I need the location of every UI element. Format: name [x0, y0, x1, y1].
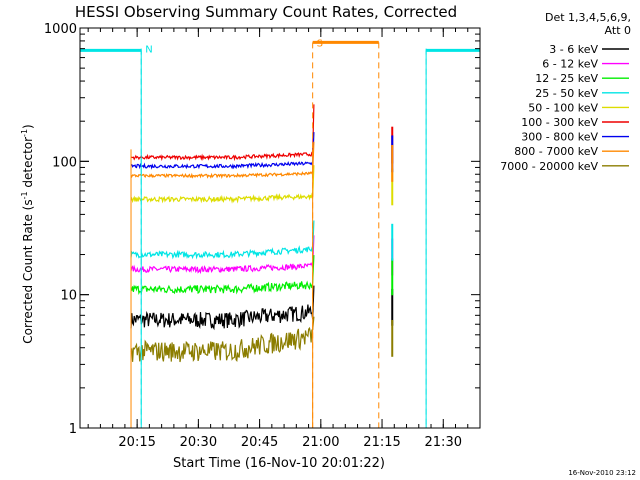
flag-label-0: N	[145, 45, 152, 56]
legend-label-7: 800 - 7000 keV	[514, 145, 598, 158]
legend-label-8: 7000 - 20000 keV	[500, 160, 598, 173]
y-tick-label: 1000	[44, 22, 77, 37]
series-line-5	[130, 104, 315, 162]
series-line-4	[130, 165, 315, 204]
x-tick-label: 21:00	[302, 435, 339, 450]
chart-title: HESSI Observing Summary Count Rates, Cor…	[75, 3, 457, 21]
series-line-3	[130, 220, 315, 260]
legend-label-2: 12 - 25 keV	[535, 72, 598, 85]
plot-area: NS	[80, 38, 480, 428]
x-axis-label: Start Time (16-Nov-10 20:01:22)	[173, 456, 385, 471]
series-line-2	[130, 255, 315, 296]
legend-header-1: Det 1,3,4,5,6,9,	[545, 11, 631, 24]
legend-label-3: 25 - 50 keV	[535, 87, 598, 100]
x-tick-label: 20:15	[118, 435, 155, 450]
legend-label-5: 100 - 300 keV	[521, 116, 598, 129]
plot-frame	[79, 27, 481, 429]
x-tick-label: 20:30	[180, 435, 217, 450]
series-line-8	[130, 316, 315, 363]
x-tick-label: 20:45	[241, 435, 278, 450]
series-line-7	[130, 141, 315, 179]
footer-date: 16-Nov-2010 23:12	[568, 469, 636, 477]
legend-label-0: 3 - 6 keV	[549, 43, 598, 56]
legend-label-4: 50 - 100 keV	[528, 101, 598, 114]
y-tick-label: 1	[69, 422, 77, 437]
x-tick-label: 21:15	[363, 435, 400, 450]
legend-label-1: 6 - 12 keV	[542, 58, 598, 71]
series-line-6	[130, 132, 315, 170]
legend-label-6: 300 - 800 keV	[521, 131, 598, 144]
y-axis-label: Corrected Count Rate (s-1 detector-1)	[20, 124, 35, 343]
axes: 1 10 100 1000 20:15 20:30 20:45 21:00 21:15 21:30	[44, 22, 481, 450]
legend: Det 1,3,4,5,6,9,Att 0 3 - 6 keV 6 - 12 keV…	[500, 11, 631, 173]
series-line-1	[130, 235, 315, 275]
legend-header-2: Att 0	[605, 24, 631, 37]
y-tick-label: 100	[52, 155, 77, 170]
y-tick-label: 10	[60, 289, 77, 304]
series-line-0	[130, 285, 315, 331]
x-tick-label: 21:30	[425, 435, 462, 450]
